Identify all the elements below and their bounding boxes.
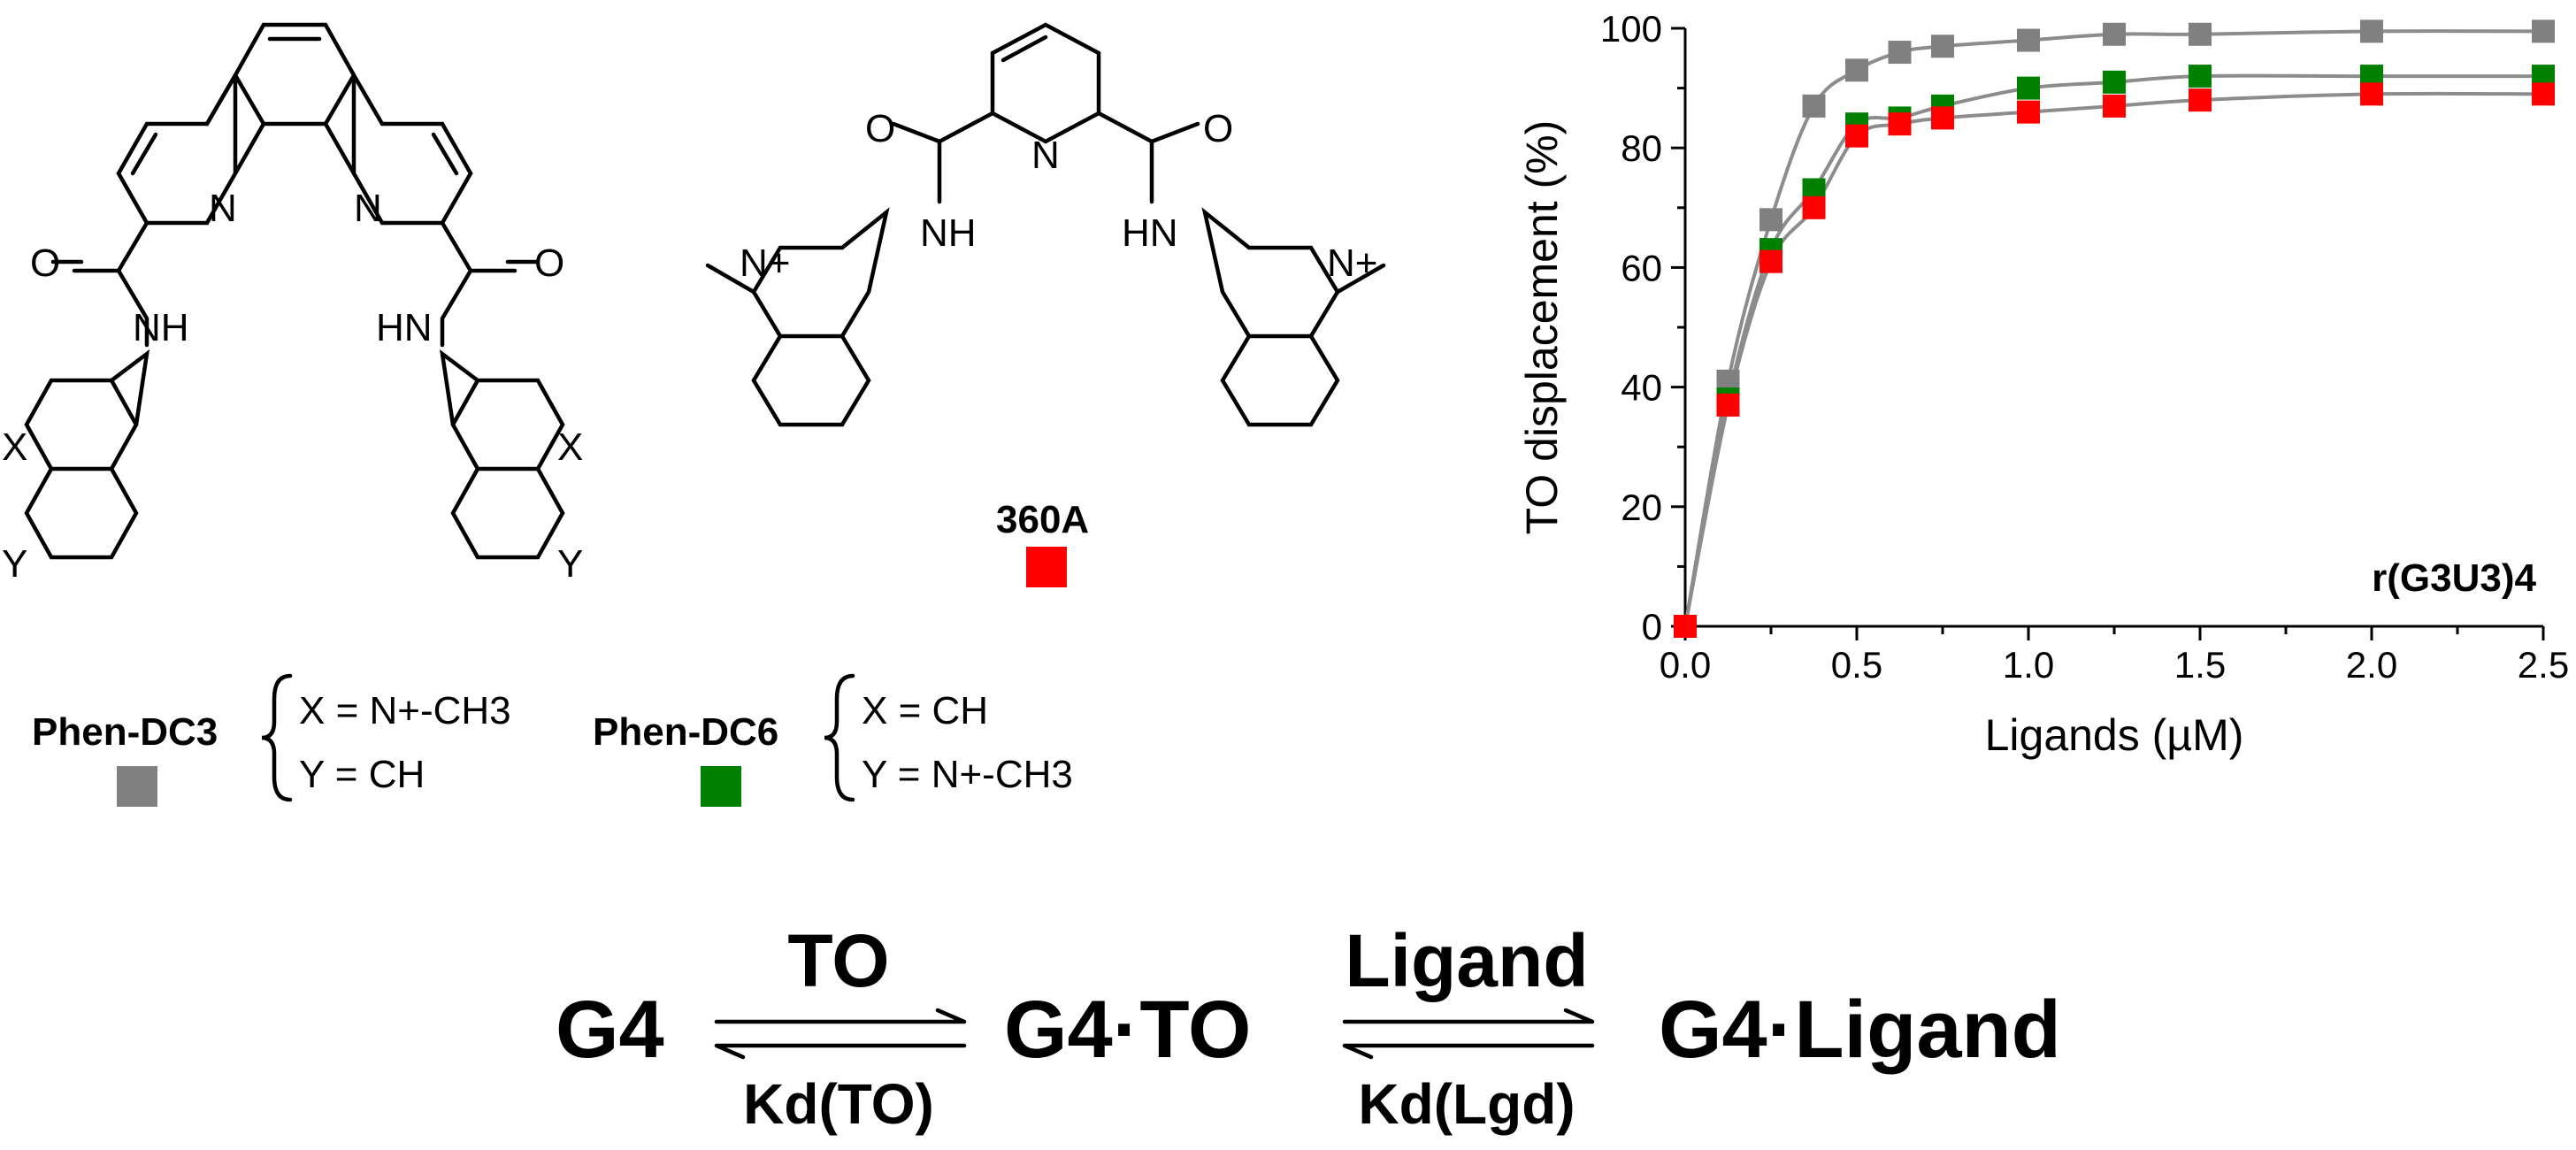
chart-fit-lines <box>1683 29 2544 627</box>
atom-x-right: X <box>557 426 583 469</box>
atom-n-right: N <box>354 187 382 230</box>
atom-o-360a-right: O <box>1203 107 1233 150</box>
data-point-360a <box>1674 615 1697 638</box>
y-tick-label: 20 <box>1621 487 1662 528</box>
eq-kd-lgd: Kd(Lgd) <box>1358 1072 1575 1136</box>
equilibrium-scheme: G4 TO Kd(TO) G4·TO Ligand Kd(Lgd) G4·Lig… <box>556 919 2061 1136</box>
data-point-phen-dc3 <box>1888 41 1912 65</box>
eq-g4-ligand: G4·Ligand <box>1659 985 2061 1075</box>
atom-n-pyridine: N <box>1031 134 1060 177</box>
atom-n-left: N <box>209 187 237 230</box>
data-point-360a <box>2532 82 2555 106</box>
data-point-360a <box>2189 88 2212 112</box>
phen-dc6-substituent-x: X = CH <box>862 689 988 732</box>
phen-dc-structure: N N O O NH HN X Y X Y <box>2 22 583 586</box>
label-phen-dc6: Phen-DC6 <box>593 710 778 754</box>
fit-line <box>1683 73 2543 627</box>
eq-g4: G4 <box>556 985 664 1075</box>
chart-axes: 0.0 0.5 1.0 1.5 2.0 2.5 0 20 40 60 80 100 <box>1600 8 2569 686</box>
eq-arrow-2-forward <box>1342 1008 1595 1024</box>
atom-nh-360a-left: NH <box>920 211 977 255</box>
data-point-360a <box>2103 94 2126 118</box>
fit-line <box>1683 91 2544 627</box>
x-tick-label: 0.0 <box>1660 644 1711 686</box>
label-phen-dc3: Phen-DC3 <box>32 710 218 754</box>
swatch-360a <box>1026 547 1067 587</box>
atom-nh-left: NH <box>133 306 189 349</box>
phen-dc3-substituent-x: X = N+-CH3 <box>299 689 511 732</box>
data-point-360a <box>1931 106 1954 130</box>
data-point-phen-dc3 <box>1845 58 1868 82</box>
chart-annotation: r(G3U3)4 <box>2372 556 2536 600</box>
atom-nplus-360a-left: N+ <box>740 242 790 285</box>
data-point-phen-dc6 <box>2103 70 2126 94</box>
y-tick-label: 100 <box>1600 8 1662 50</box>
data-point-phen-dc3 <box>1760 208 1782 232</box>
x-tick-label: 0.5 <box>1831 644 1882 686</box>
atom-o-left: O <box>30 242 60 285</box>
data-point-360a <box>2017 100 2040 124</box>
swatch-phen-dc3 <box>117 766 157 807</box>
eq-to-label: TO <box>787 919 889 1002</box>
data-point-phen-dc3 <box>2189 22 2212 46</box>
atom-y-right: Y <box>557 542 583 586</box>
data-point-360a <box>1760 249 1782 273</box>
phen-dc3-substituent-y: Y = CH <box>299 753 425 796</box>
eq-kd-to: Kd(TO) <box>743 1072 934 1136</box>
data-point-360a <box>2360 82 2383 106</box>
eq-arrow-1-back <box>714 1043 967 1060</box>
data-point-360a <box>1845 124 1868 148</box>
atom-o-right: O <box>534 242 564 285</box>
x-axis-label: Ligands (µM) <box>1985 710 2244 760</box>
y-tick-label: 40 <box>1621 367 1662 409</box>
eq-ligand-label: Ligand <box>1345 919 1588 1002</box>
phen-dc6-substituent-y: Y = N+-CH3 <box>862 753 1073 796</box>
atom-nplus-360a-right: N+ <box>1327 242 1377 285</box>
x-tick-label: 1.5 <box>2174 644 2226 686</box>
chart-points <box>1674 19 2555 638</box>
data-point-phen-dc3 <box>1931 34 1954 58</box>
atom-hn-360a-right: HN <box>1122 211 1178 255</box>
y-axis-label: TO displacement (%) <box>1517 120 1567 535</box>
data-point-phen-dc3 <box>2360 19 2383 43</box>
data-point-360a <box>1802 196 1826 219</box>
compound-360a-structure: N O O NH HN N+ N+ <box>705 22 1386 427</box>
data-point-phen-dc6 <box>2189 65 2212 88</box>
atom-x-left: X <box>2 426 27 469</box>
y-tick-label: 80 <box>1621 127 1662 169</box>
data-point-360a <box>1716 393 1740 417</box>
swatch-phen-dc6 <box>701 766 741 807</box>
x-tick-label: 2.0 <box>2346 644 2397 686</box>
y-tick-label: 60 <box>1621 247 1662 288</box>
eq-arrow-1-forward <box>714 1008 967 1024</box>
data-point-360a <box>1888 112 1912 136</box>
structures-panel: N N O O NH HN X Y X Y N O O NH HN N+ N+ … <box>2 22 1386 807</box>
x-tick-label: 1.0 <box>2003 644 2054 686</box>
atom-y-left: Y <box>2 542 27 586</box>
data-point-phen-dc3 <box>2103 22 2126 46</box>
fit-line <box>1683 29 2544 627</box>
data-point-phen-dc3 <box>2017 28 2040 52</box>
x-tick-label: 2.5 <box>2518 644 2569 686</box>
eq-arrow-2-back <box>1342 1043 1595 1060</box>
data-point-phen-dc6 <box>2017 76 2040 100</box>
displacement-chart: 0.0 0.5 1.0 1.5 2.0 2.5 0 20 40 60 80 100 TO displa… <box>1517 8 2569 760</box>
data-point-phen-dc3 <box>2532 19 2555 43</box>
atom-o-360a-left: O <box>865 107 895 150</box>
label-360a: 360A <box>996 498 1089 541</box>
y-tick-label: 0 <box>1642 606 1662 648</box>
eq-g4-to: G4·TO <box>1004 985 1251 1075</box>
atom-hn-right: HN <box>376 306 433 349</box>
data-point-phen-dc3 <box>1802 94 1826 118</box>
